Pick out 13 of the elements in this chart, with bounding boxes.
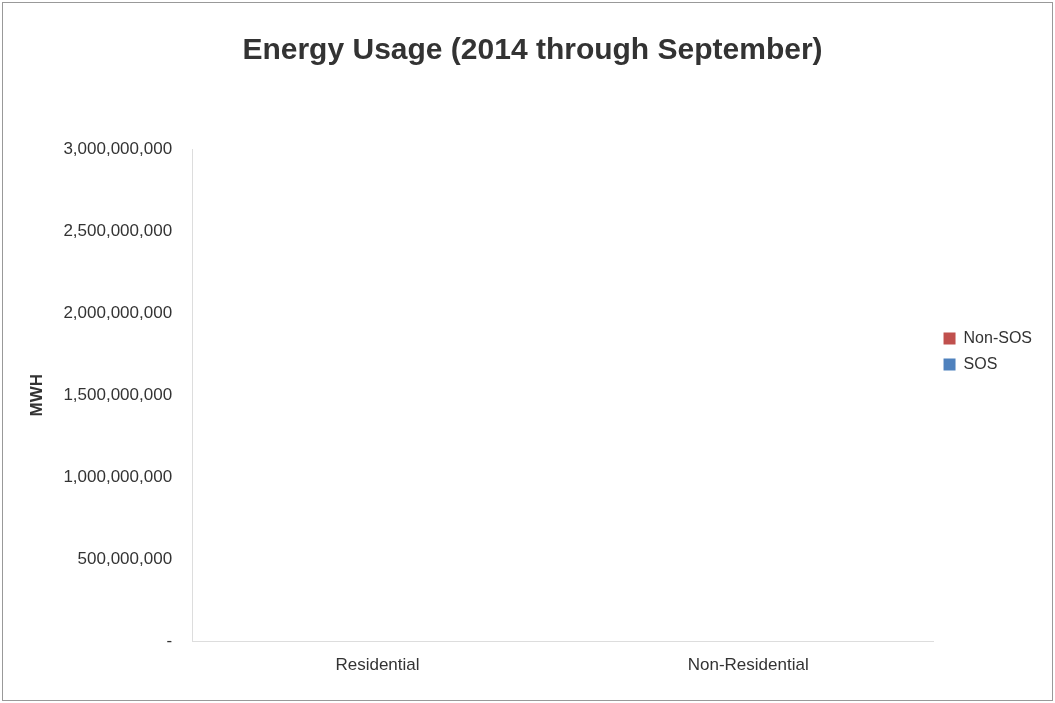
y-tick-label: 1,500,000,000 (63, 384, 173, 404)
y-tick-label: 3,000,000,000 (63, 138, 173, 158)
chart-title: Energy Usage (2014 through September) (242, 32, 823, 66)
y-tick-label: - (166, 631, 173, 651)
x-tick-label: Residential (335, 655, 420, 675)
y-tick-label: 500,000,000 (77, 549, 173, 569)
legend-label: Non-SOS (963, 328, 1032, 346)
legend-label: SOS (963, 354, 998, 372)
y-tick-label: 1,000,000,000 (63, 467, 173, 487)
y-axis-title: MWH (26, 374, 46, 417)
y-tick-label: 2,500,000,000 (63, 220, 173, 240)
x-tick-label: Non-Residential (687, 655, 809, 675)
y-tick-label: 2,000,000,000 (63, 302, 173, 322)
